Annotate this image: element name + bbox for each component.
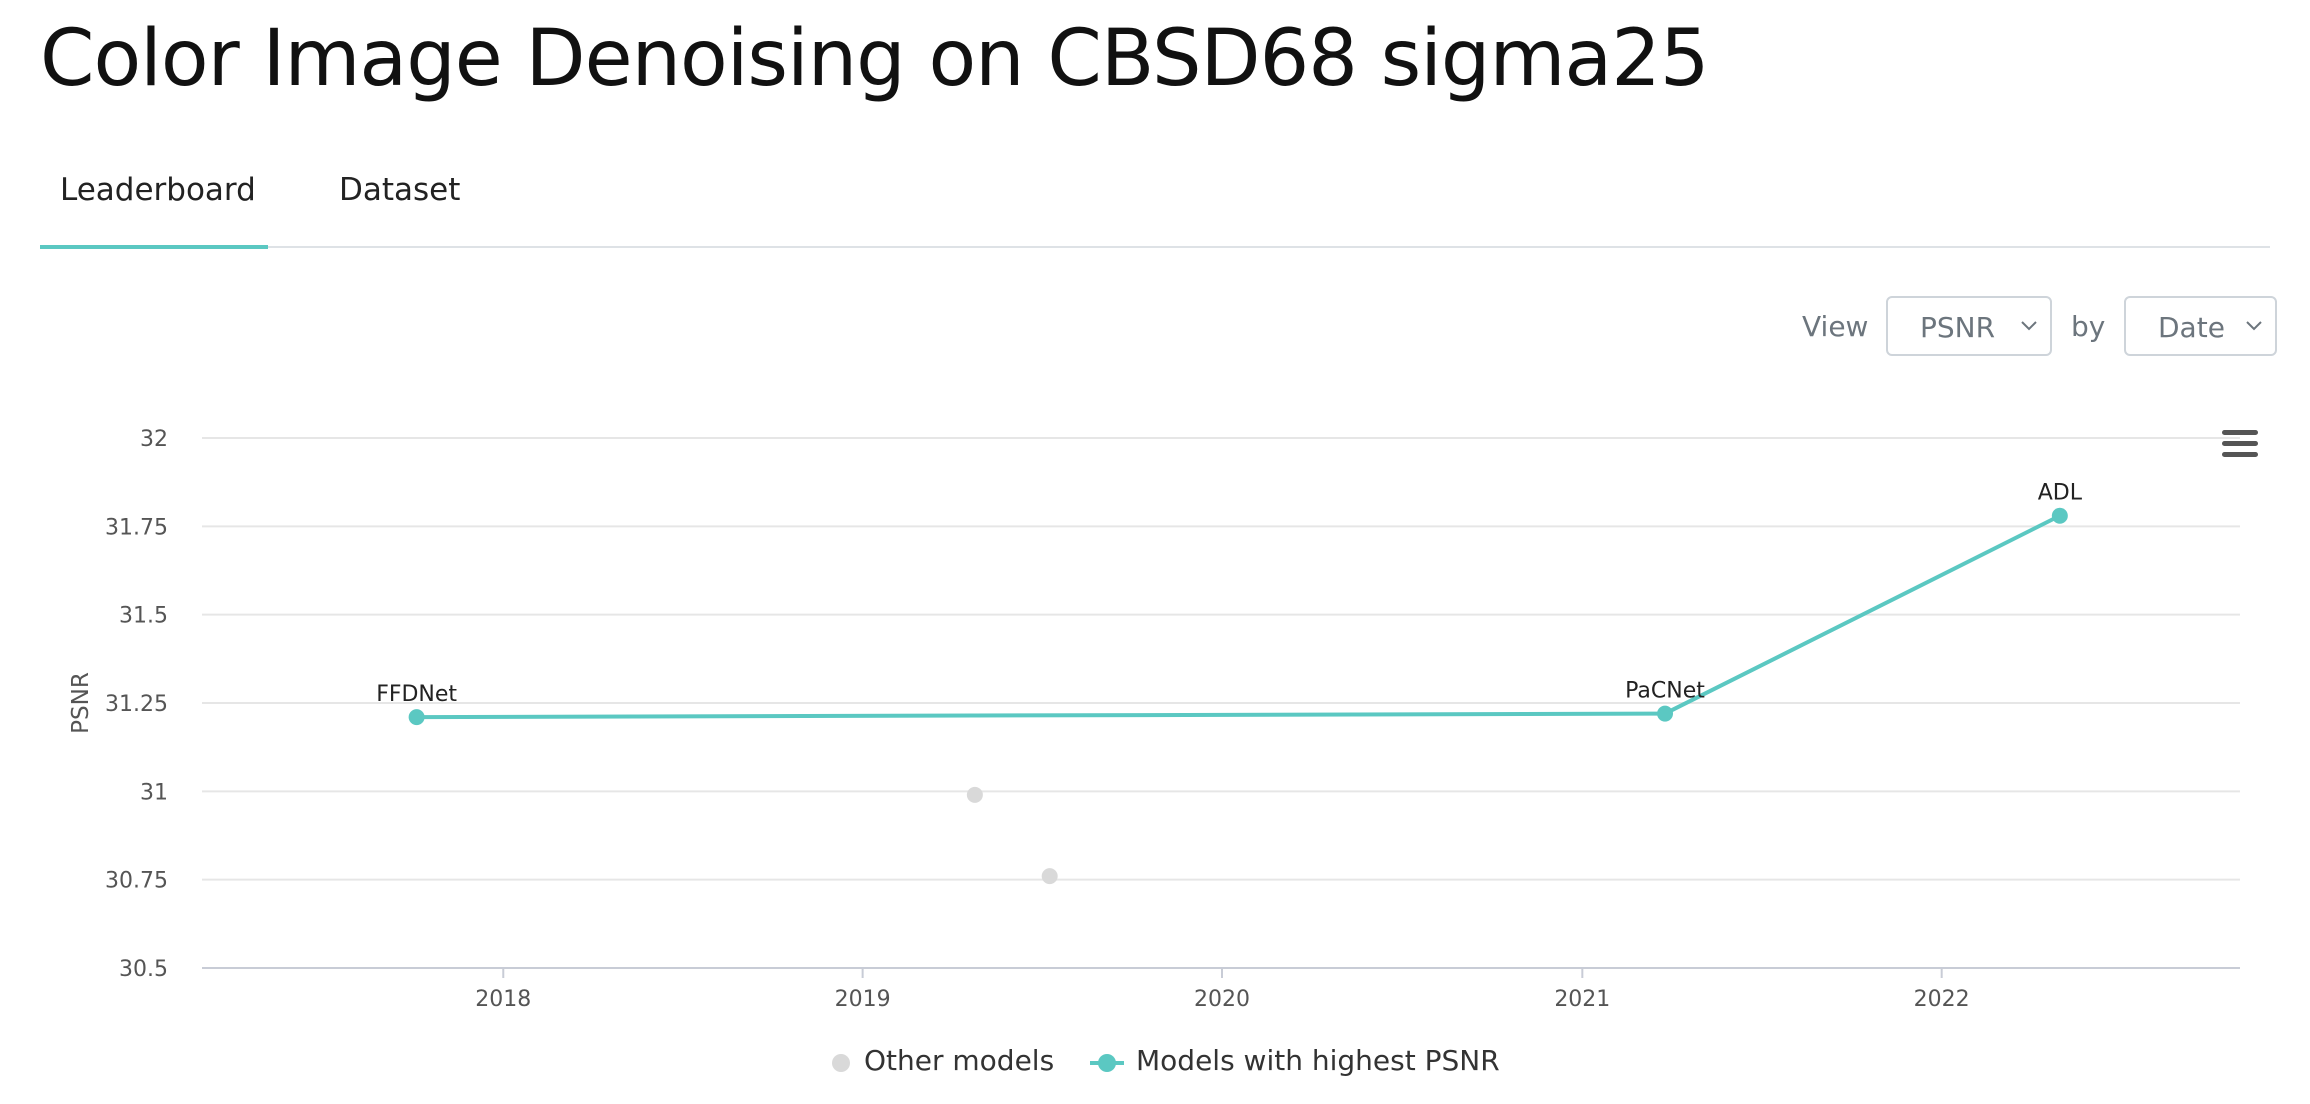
page-title: Color Image Denoising on CBSD68 sigma25	[40, 14, 1709, 104]
x-tick-label: 2019	[835, 987, 891, 1012]
tab-dataset[interactable]: Dataset	[339, 172, 461, 208]
hamburger-menu-icon[interactable]	[2222, 428, 2260, 460]
chevron-down-icon	[2246, 321, 2262, 331]
point-label: FFDNet	[376, 682, 457, 707]
y-tick-label: 31	[140, 780, 168, 805]
metric-select-value: PSNR	[1920, 311, 1996, 344]
best-model-point	[1657, 705, 1674, 722]
y-tick-label: 30.5	[119, 957, 168, 982]
y-tick-label: 30.75	[105, 869, 168, 894]
y-tick-label: 31.25	[105, 692, 168, 717]
axis-select-value: Date	[2158, 311, 2225, 344]
y-tick-label: 31.5	[119, 604, 168, 629]
other-model-point	[966, 786, 983, 803]
best-model-point	[2051, 507, 2068, 524]
chevron-down-icon	[2021, 321, 2037, 331]
legend-label-other: Other models	[864, 1044, 1055, 1077]
y-tick-label: 32	[140, 427, 168, 452]
view-label: View	[1802, 310, 1869, 343]
best-models-line	[416, 513, 2061, 720]
chart: 30.5 30.75 31 31.25 31.5 31.75 32 2018 2019 2020 2…	[68, 427, 2240, 1012]
legend-marker-best	[1098, 1054, 1116, 1072]
axis-select[interactable]: Date	[2124, 296, 2277, 356]
x-tick-label: 2022	[1914, 987, 1970, 1012]
other-model-point	[1041, 868, 1058, 885]
by-label: by	[2071, 310, 2106, 343]
tab-leaderboard[interactable]: Leaderboard	[60, 172, 256, 208]
best-model-point	[408, 709, 425, 726]
tab-bar: Leaderboard Dataset	[40, 150, 2270, 249]
y-axis-title: PSNR	[68, 672, 94, 734]
point-label: PaCNet	[1625, 679, 1705, 704]
legend-marker-other	[832, 1054, 850, 1072]
x-tick-label: 2020	[1194, 987, 1250, 1012]
x-tick-label: 2018	[475, 987, 531, 1012]
y-tick-label: 31.75	[105, 515, 168, 540]
x-tick-label: 2021	[1554, 987, 1610, 1012]
active-tab-indicator	[40, 245, 268, 249]
point-label: ADL	[2038, 481, 2083, 506]
legend-label-best: Models with highest PSNR	[1136, 1044, 1500, 1077]
metric-select[interactable]: PSNR	[1886, 296, 2052, 356]
